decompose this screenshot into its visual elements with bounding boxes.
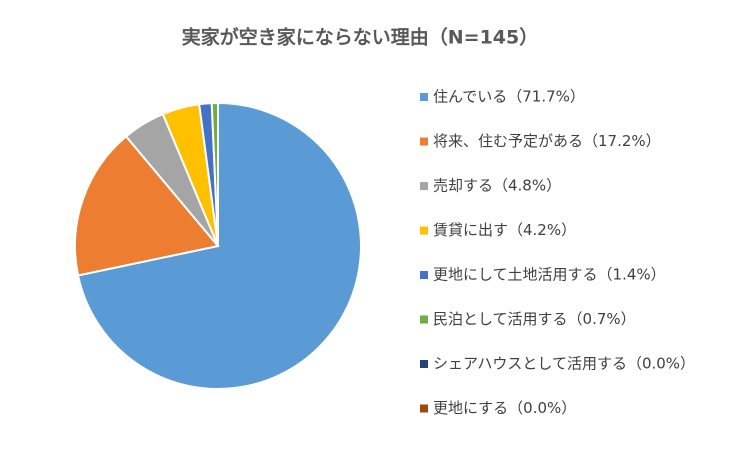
chart-title: 実家が空き家にならない理由（N=145） [182, 26, 538, 49]
pie-slice [74, 134, 220, 277]
legend-swatch [420, 137, 428, 146]
legend-label: 更地にする（0.0%） [433, 399, 576, 417]
legend-label: 将来、住む予定がある（17.2%） [433, 132, 661, 150]
legend-label: 売却する（4.8%） [433, 177, 561, 195]
legend-label: 住んでいる（71.7%） [433, 88, 585, 106]
legend-swatch [420, 315, 428, 324]
legend-label: 民泊として活用する（0.7%） [433, 310, 636, 328]
legend-swatch [420, 182, 428, 190]
legend-label: 更地にして土地活用する（1.4%） [433, 266, 666, 284]
legend-swatch [420, 226, 428, 235]
legend-swatch [420, 271, 428, 279]
legend-swatch [420, 404, 428, 413]
legend-label: 賃貸に出す（4.2%） [433, 221, 576, 239]
pie-slice [76, 101, 362, 390]
legend-label: シェアハウスとして活用する（0.0%） [433, 355, 695, 373]
legend-swatch [420, 93, 428, 101]
legend-swatch [420, 360, 428, 368]
